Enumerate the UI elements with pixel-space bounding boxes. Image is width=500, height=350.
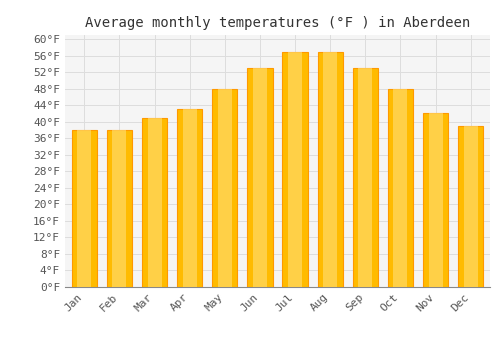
Bar bbox=[78, 130, 92, 287]
Bar bbox=[112, 130, 126, 287]
Bar bbox=[318, 51, 343, 287]
Bar bbox=[218, 89, 232, 287]
Bar bbox=[423, 113, 448, 287]
Bar bbox=[428, 113, 442, 287]
Bar bbox=[72, 130, 97, 287]
Bar bbox=[107, 130, 132, 287]
Bar bbox=[248, 68, 272, 287]
Bar bbox=[182, 109, 196, 287]
Bar bbox=[323, 51, 337, 287]
Bar bbox=[352, 68, 378, 287]
Bar bbox=[177, 109, 203, 287]
Bar bbox=[358, 68, 372, 287]
Bar bbox=[288, 51, 302, 287]
Bar bbox=[148, 118, 162, 287]
Bar bbox=[394, 89, 407, 287]
Bar bbox=[458, 126, 483, 287]
Bar bbox=[464, 126, 477, 287]
Bar bbox=[212, 89, 238, 287]
Bar bbox=[388, 89, 413, 287]
Title: Average monthly temperatures (°F ) in Aberdeen: Average monthly temperatures (°F ) in Ab… bbox=[85, 16, 470, 30]
Bar bbox=[282, 51, 308, 287]
Bar bbox=[142, 118, 167, 287]
Bar bbox=[253, 68, 267, 287]
